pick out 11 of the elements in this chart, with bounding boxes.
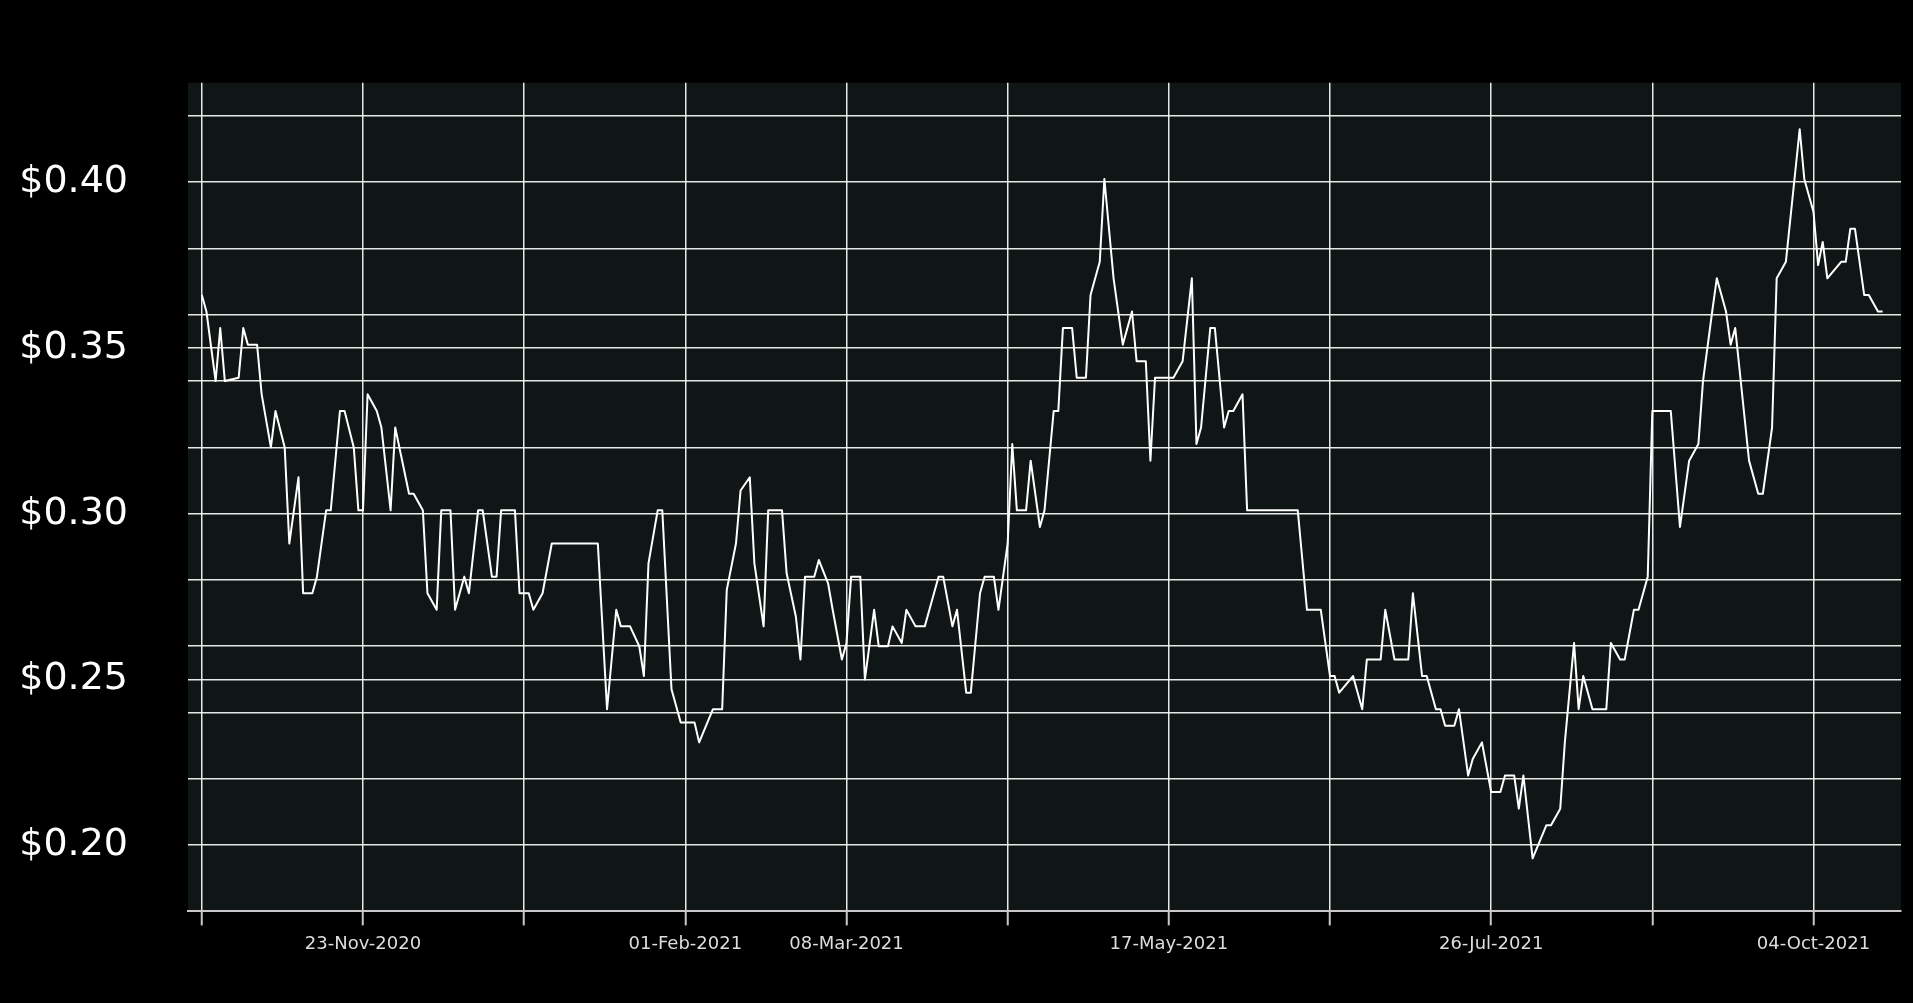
y-tick-label: $0.25 [19, 654, 128, 699]
x-tick-label: 04-Oct-2021 [1756, 931, 1871, 953]
x-tick-label: 17-May-2021 [1109, 931, 1229, 953]
x-tick-label: 08-Mar-2021 [789, 931, 904, 953]
y-tick-label: $0.40 [19, 157, 128, 202]
x-tick-label: 23-Nov-2020 [304, 931, 422, 953]
x-tick-label: 26-Jul-2021 [1438, 931, 1544, 953]
y-tick-label: $0.20 [19, 819, 128, 864]
x-tick-label: 01-Feb-2021 [628, 931, 743, 953]
y-tick-label: $0.30 [19, 488, 128, 533]
y-tick-label: $0.35 [19, 322, 128, 367]
